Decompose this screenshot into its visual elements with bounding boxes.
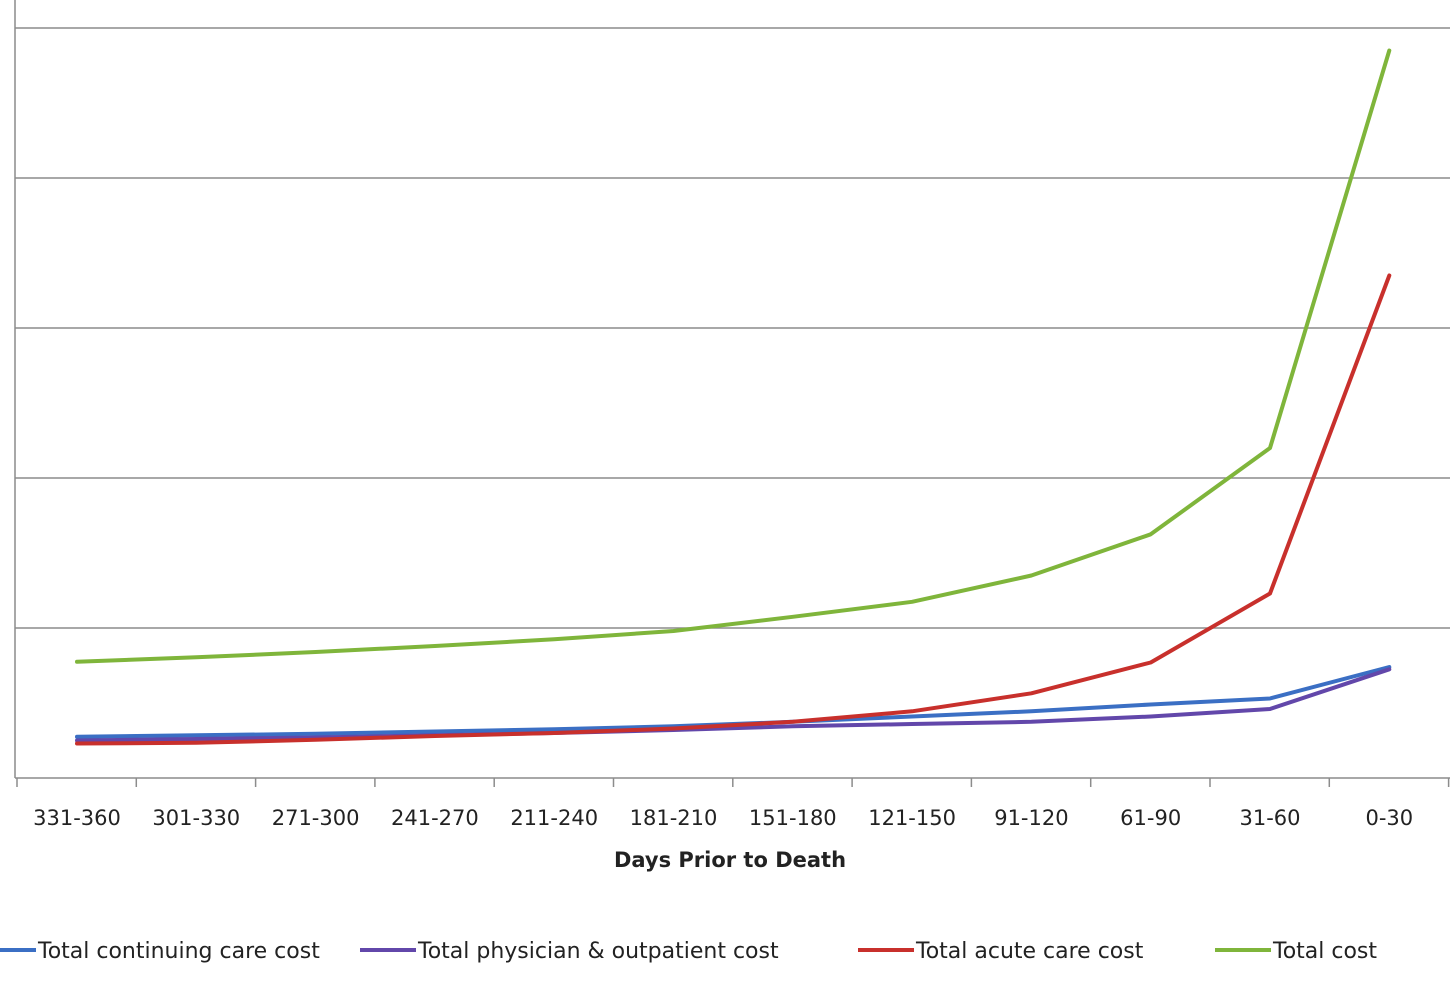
x-tick-label: 31-60: [1239, 806, 1300, 830]
series-line: [75, 273, 1392, 746]
legend-label: Total cost: [1272, 939, 1377, 964]
x-tick-label: 0-30: [1365, 806, 1413, 830]
x-tick-label: 271-300: [272, 806, 360, 830]
axes: [14, 0, 1450, 779]
x-tick-label: 91-120: [994, 806, 1068, 830]
legend-label: Total acute care cost: [915, 939, 1144, 964]
x-tick-label: 331-360: [33, 806, 121, 830]
x-tick-label: 301-330: [152, 806, 240, 830]
x-tick-label: 211-240: [510, 806, 598, 830]
gridlines: [15, 27, 1450, 629]
legend: Total continuing care cost Total physicia…: [0, 939, 1377, 964]
x-tick-label: 61-90: [1120, 806, 1181, 830]
x-axis-title: Days Prior to Death: [614, 848, 846, 872]
series-line: [75, 48, 1392, 664]
series-lines: [75, 48, 1392, 746]
x-tick-label: 121-150: [868, 806, 956, 830]
x-tick-label: 181-210: [630, 806, 718, 830]
x-axis-ticks: 331-360 301-330 271-300 241-270 211-240 181-2…: [16, 778, 1450, 830]
series-line: [75, 667, 1392, 743]
x-tick-label: 241-270: [391, 806, 479, 830]
legend-label: Total continuing care cost: [37, 939, 320, 964]
legend-label: Total physician & outpatient cost: [417, 939, 779, 964]
x-tick-label: 151-180: [749, 806, 837, 830]
